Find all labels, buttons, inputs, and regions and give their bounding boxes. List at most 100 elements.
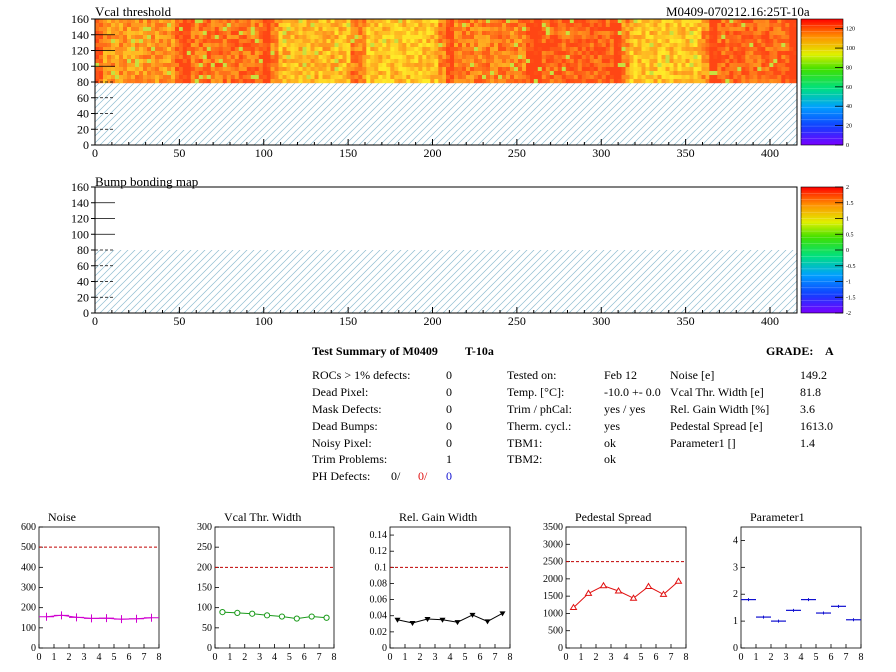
- heatmap-cell: [175, 63, 180, 68]
- heatmap-cell: [298, 59, 303, 64]
- heatmap-cell: [553, 19, 558, 24]
- heatmap-cell: [274, 19, 279, 24]
- heatmap-cell: [374, 51, 379, 56]
- heatmap-cell: [426, 19, 431, 24]
- heatmap-cell: [510, 59, 515, 64]
- heatmap-cell: [793, 35, 798, 40]
- heatmap-cell: [458, 31, 463, 36]
- colorbar-tick-label: 0: [846, 143, 849, 149]
- heatmap-cell: [689, 63, 694, 68]
- heatmap-cell: [514, 27, 519, 32]
- heatmap-cell: [234, 75, 239, 80]
- heatmap-cell: [645, 47, 650, 52]
- defect-value: 1: [446, 452, 452, 466]
- heatmap-cell: [466, 35, 471, 40]
- heatmap-cell: [709, 43, 714, 48]
- x-tick-label: 0: [37, 652, 42, 663]
- heatmap-cell: [190, 47, 195, 52]
- heatmap-cell: [434, 19, 439, 24]
- heatmap-cell: [438, 67, 443, 72]
- heatmap-cell: [143, 27, 148, 32]
- heatmap-cell: [123, 47, 128, 52]
- heatmap-cell: [103, 51, 108, 56]
- heatmap-cell: [226, 55, 231, 60]
- heatmap-cell: [190, 71, 195, 76]
- x-tick-label: 7: [844, 652, 849, 663]
- heatmap-cell: [665, 23, 670, 28]
- heatmap-cell: [526, 39, 531, 44]
- heatmap-cell: [426, 39, 431, 44]
- heatmap-cell: [514, 63, 519, 68]
- heatmap-cell: [326, 19, 331, 24]
- heatmap-cell: [438, 79, 443, 84]
- heatmap-cell: [653, 19, 658, 24]
- heatmap-cell: [366, 59, 371, 64]
- heatmap-cell: [338, 43, 343, 48]
- heatmap-cell: [390, 19, 395, 24]
- heatmap-cell: [210, 51, 215, 56]
- heatmap-cell: [378, 51, 383, 56]
- heatmap-cell: [234, 71, 239, 76]
- heatmap-cell: [159, 39, 164, 44]
- heatmap-cell: [119, 31, 124, 36]
- heatmap-cell: [226, 27, 231, 32]
- heatmap-cell: [350, 19, 355, 24]
- heatmap-cell: [318, 27, 323, 32]
- heatmap-cell: [613, 59, 618, 64]
- heatmap-cell: [502, 67, 507, 72]
- heatmap-cell: [290, 43, 295, 48]
- heatmap-cell: [406, 47, 411, 52]
- heatmap-cell: [785, 71, 790, 76]
- heatmap-cell: [757, 59, 762, 64]
- heatmap-cell: [617, 35, 622, 40]
- heatmap-cell: [402, 47, 407, 52]
- heatmap-cell: [613, 71, 618, 76]
- heatmap-cell: [99, 63, 104, 68]
- heatmap-cell: [402, 75, 407, 80]
- heatmap-cell: [294, 63, 299, 68]
- heatmap-cell: [306, 55, 311, 60]
- heatmap-cell: [250, 35, 255, 40]
- heatmap-cell: [669, 47, 674, 52]
- heatmap-cell: [609, 71, 614, 76]
- heatmap-cell: [541, 67, 546, 72]
- heatmap-cell: [553, 71, 558, 76]
- heatmap-cell: [398, 79, 403, 84]
- heatmap-cell: [326, 31, 331, 36]
- heatmap-cell: [402, 67, 407, 72]
- heatmap-cell: [338, 19, 343, 24]
- heatmap-cell: [338, 75, 343, 80]
- heatmap-cell: [422, 23, 427, 28]
- heatmap-cell: [306, 47, 311, 52]
- heatmap-cell: [354, 31, 359, 36]
- heatmap-cell: [597, 51, 602, 56]
- heatmap-cell: [318, 51, 323, 56]
- heatmap-cell: [769, 39, 774, 44]
- heatmap-cell: [498, 51, 503, 56]
- heatmap-cell: [641, 27, 646, 32]
- heatmap-cell: [111, 35, 116, 40]
- heatmap-cell: [151, 71, 156, 76]
- heatmap-cell: [430, 27, 435, 32]
- heatmap-cell: [171, 47, 176, 52]
- heatmap-cell: [593, 55, 598, 60]
- result-value: 149.2: [800, 368, 827, 382]
- heatmap-cell: [342, 43, 347, 48]
- x-tick-label: 5: [112, 652, 117, 663]
- heatmap-cell: [274, 39, 279, 44]
- heatmap-cell: [286, 39, 291, 44]
- data-point: [409, 620, 416, 626]
- heatmap-cell: [370, 27, 375, 32]
- heatmap-cell: [182, 31, 187, 36]
- heatmap-cell: [681, 31, 686, 36]
- heatmap-cell: [785, 39, 790, 44]
- heatmap-cell: [234, 39, 239, 44]
- heatmap-cell: [386, 79, 391, 84]
- heatmap-cell: [621, 35, 626, 40]
- heatmap-cell: [573, 67, 578, 72]
- heatmap-cell: [745, 31, 750, 36]
- heatmap-cell: [781, 55, 786, 60]
- ph-defects-v3: 0: [446, 469, 452, 483]
- series-line: [397, 612, 503, 624]
